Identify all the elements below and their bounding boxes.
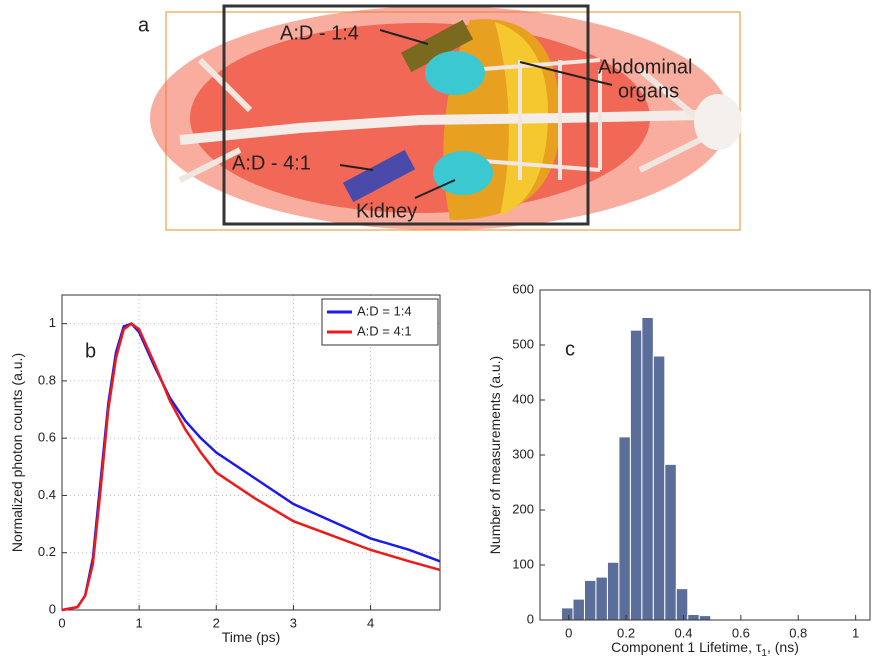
legend-label: A:D = 1:4 [357, 303, 412, 318]
annotation: organs [618, 80, 679, 102]
x-axis-label-text: Component 1 Lifetime, τ [611, 639, 762, 655]
x-axis-label-subscript: 1 [761, 648, 767, 659]
bar [618, 436, 631, 621]
x-tick-label: 0 [58, 615, 65, 630]
annotation: A:D - 4:1 [232, 152, 311, 174]
bar [606, 561, 620, 621]
panel-label: c [565, 338, 575, 360]
bar [675, 588, 689, 621]
render-image [150, 4, 742, 231]
y-tick-label: 0.6 [38, 430, 56, 445]
annotation: Kidney [356, 200, 417, 222]
panel-label: a [138, 14, 150, 36]
y-tick-label: 0.8 [38, 372, 56, 387]
x-tick-label: 0.4 [674, 625, 692, 640]
plot-area [540, 290, 870, 620]
y-axis-label: Number of measurements (a.u.) [487, 356, 503, 554]
y-tick-label: 1 [49, 315, 56, 330]
bar [652, 355, 666, 621]
x-tick-label: 3 [290, 615, 297, 630]
bar [664, 463, 677, 621]
y-tick-label: 500 [512, 336, 534, 351]
y-tick-label: 0 [527, 611, 534, 626]
line-series [61, 322, 441, 612]
plot-frame [61, 294, 441, 611]
x-tick-label: 1 [852, 625, 859, 640]
y-tick-label: 600 [512, 281, 534, 296]
x-tick-label: 1 [136, 615, 143, 630]
annotation: A:D - 1:4 [280, 22, 359, 44]
x-tick-label: 0 [565, 625, 572, 640]
x-axis-label-suffix: , (ns) [767, 639, 799, 655]
bar [572, 598, 585, 621]
x-tick-label: 0.2 [617, 625, 635, 640]
y-axis-label: Normalized photon counts (a.u.) [9, 353, 25, 552]
y-tick-label: 0 [49, 601, 56, 616]
y-tick-label: 300 [512, 446, 534, 461]
x-tick-label: 4 [367, 615, 374, 630]
x-tick-label: 2 [213, 615, 220, 630]
y-tick-label: 400 [512, 391, 534, 406]
legend-box [321, 298, 439, 346]
y-tick-label: 200 [512, 501, 534, 516]
panel-label: b [85, 340, 96, 362]
y-tick-label: 0.2 [38, 544, 56, 559]
bar [687, 614, 700, 621]
x-tick-label: 0.8 [789, 625, 807, 640]
y-tick-label: 100 [512, 556, 534, 571]
bar [595, 576, 608, 621]
plot-frame [539, 289, 871, 621]
x-axis-label: Time (ps) [222, 629, 281, 645]
legend-label: A:D = 4:1 [357, 323, 412, 338]
bar [629, 329, 643, 621]
bar [583, 579, 597, 621]
x-axis-label: Component 1 Lifetime, τ1, (ns) [611, 639, 799, 659]
bar [561, 607, 574, 621]
x-tick-label: 0.6 [732, 625, 750, 640]
bar [641, 317, 654, 621]
y-tick-label: 0.4 [38, 487, 56, 502]
plot-area [62, 295, 440, 610]
bar [698, 615, 712, 621]
annotation: Abdominal [598, 56, 693, 78]
